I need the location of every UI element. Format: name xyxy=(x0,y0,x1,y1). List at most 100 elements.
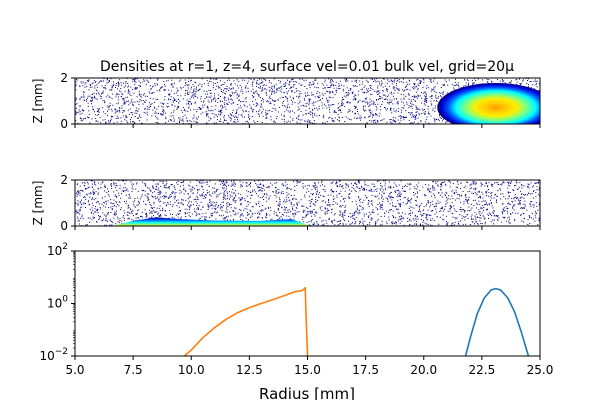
speckle-dot xyxy=(260,82,262,83)
speckle-dot xyxy=(208,191,210,193)
speckle-dot xyxy=(327,194,329,196)
speckle-dot xyxy=(397,220,399,222)
speckle-dot xyxy=(355,98,357,100)
speckle-dot xyxy=(310,122,312,124)
speckle-dot xyxy=(157,189,159,191)
speckle-dot xyxy=(304,105,306,107)
speckle-dot xyxy=(416,200,417,202)
speckle-dot xyxy=(467,199,469,201)
speckle-dot xyxy=(351,223,353,225)
speckle-dot xyxy=(80,96,82,98)
speckle-dot xyxy=(98,215,99,217)
speckle-dot xyxy=(328,209,330,211)
speckle-dot xyxy=(533,88,535,90)
speckle-dot xyxy=(423,206,425,208)
speckle-dot xyxy=(287,79,288,81)
speckle-dot xyxy=(302,104,304,106)
speckle-dot xyxy=(201,194,203,196)
speckle-dot xyxy=(100,80,102,82)
speckle-dot xyxy=(420,82,422,83)
speckle-dot xyxy=(397,108,399,110)
speckle-dot xyxy=(75,89,77,91)
speckle-dot xyxy=(188,214,190,216)
speckle-dot xyxy=(270,219,272,221)
speckle-dot xyxy=(483,209,484,211)
speckle-dot xyxy=(334,224,336,226)
speckle-dot xyxy=(390,119,392,120)
speckle-dot xyxy=(221,187,223,189)
speckle-dot xyxy=(178,98,179,100)
speckle-dot xyxy=(97,121,99,123)
speckle-dot xyxy=(231,191,233,193)
speckle-dot xyxy=(308,200,310,202)
speckle-dot xyxy=(416,204,418,206)
speckle-dot xyxy=(380,85,382,87)
speckle-dot xyxy=(152,187,154,189)
speckle-dot xyxy=(444,206,446,207)
speckle-dot xyxy=(421,202,423,204)
speckle-dot xyxy=(512,207,514,209)
speckle-dot xyxy=(166,182,168,184)
speckle-dot xyxy=(334,110,336,112)
speckle-dot xyxy=(98,188,100,190)
speckle-dot xyxy=(260,106,261,108)
speckle-dot xyxy=(97,187,99,189)
speckle-dot xyxy=(148,193,150,195)
speckle-dot xyxy=(429,78,431,80)
speckle-dot xyxy=(314,114,316,116)
speckle-dot xyxy=(247,201,249,203)
speckle-dot xyxy=(247,122,249,124)
speckle-dot xyxy=(255,203,257,205)
speckle-dot xyxy=(177,95,179,97)
speckle-dot xyxy=(325,208,327,210)
speckle-dot xyxy=(515,181,517,183)
speckle-dot xyxy=(317,109,319,111)
speckle-dot xyxy=(144,101,146,103)
speckle-dot xyxy=(208,186,210,187)
speckle-dot xyxy=(198,90,200,91)
speckle-dot xyxy=(207,116,209,118)
speckle-dot xyxy=(298,83,300,85)
speckle-dot xyxy=(223,192,225,194)
speckle-dot xyxy=(514,194,516,196)
speckle-dot xyxy=(185,216,187,217)
speckle-dot xyxy=(456,197,458,199)
speckle-dot xyxy=(245,97,247,99)
speckle-dot xyxy=(392,215,394,217)
speckle-dot xyxy=(196,86,197,88)
speckle-dot xyxy=(212,82,214,84)
speckle-dot xyxy=(502,193,504,195)
chart-title: Densities at r=1, z=4, surface vel=0.01 … xyxy=(100,59,514,75)
speckle-dot xyxy=(292,118,294,120)
speckle-dot xyxy=(374,78,376,80)
speckle-dot xyxy=(77,190,79,192)
speckle-dot xyxy=(88,113,90,115)
speckle-dot xyxy=(123,220,125,221)
speckle-dot xyxy=(419,83,421,84)
speckle-dot xyxy=(223,197,224,199)
speckle-dot xyxy=(509,82,511,83)
speckle-dot xyxy=(182,184,184,186)
speckle-dot xyxy=(284,96,286,97)
speckle-dot xyxy=(414,83,416,85)
speckle-dot xyxy=(311,198,313,200)
speckle-dot xyxy=(220,204,222,206)
speckle-dot xyxy=(333,104,335,105)
speckle-dot xyxy=(125,85,126,87)
speckle-dot xyxy=(124,119,126,121)
speckle-dot xyxy=(396,78,398,80)
speckle-dot xyxy=(450,182,452,184)
speckle-dot xyxy=(286,93,288,95)
speckle-dot xyxy=(437,181,439,183)
speckle-dot xyxy=(513,209,515,211)
speckle-dot xyxy=(235,212,237,214)
speckle-dot xyxy=(162,106,164,108)
speckle-dot xyxy=(190,103,192,105)
speckle-dot xyxy=(274,101,276,102)
speckle-dot xyxy=(89,217,91,219)
speckle-dot xyxy=(417,216,418,218)
speckle-dot xyxy=(160,186,162,187)
speckle-dot xyxy=(123,103,125,105)
speckle-dot xyxy=(248,78,250,80)
speckle-dot xyxy=(111,110,113,112)
